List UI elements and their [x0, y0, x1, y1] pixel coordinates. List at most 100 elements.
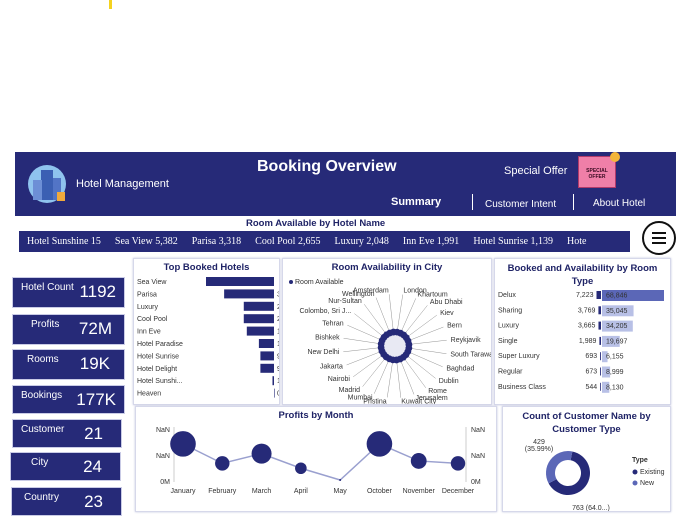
tab-customer-intent[interactable]: Customer Intent	[485, 199, 557, 210]
chart-title: Count of Customer Name by Customer Type	[522, 411, 651, 435]
spoke	[397, 294, 403, 331]
bar	[260, 363, 274, 373]
booked-value-label: 1,989	[579, 338, 597, 345]
spoke	[404, 305, 428, 334]
ticker-band: Hotel Sunshine 15 Sea View 5,382 Parisa …	[19, 231, 630, 252]
profit-point	[215, 456, 230, 471]
row-category-label: Delux	[498, 292, 516, 299]
kpi-value: 177K	[76, 390, 116, 409]
x-tick-label: March	[252, 488, 272, 495]
row-category-label: Business Class	[498, 384, 546, 391]
spoke	[410, 348, 447, 354]
kpi-value: 19K	[79, 354, 110, 373]
slice-label: 763 (64.0...)	[572, 505, 610, 511]
bar	[243, 314, 274, 324]
city-label: Nur-Sultan	[328, 298, 362, 305]
slice-label: 429	[533, 439, 545, 446]
bar	[246, 326, 274, 336]
available-bar	[602, 320, 633, 332]
customer-type-panel: Count of Customer Name by Customer Type …	[502, 406, 671, 512]
special-offer-label[interactable]: Special Offer	[504, 165, 568, 177]
booked-value-label: 673	[585, 369, 597, 376]
bar-category-label: Hotel Delight	[137, 366, 177, 373]
ticker-item: Inn Eve 1,991	[402, 236, 460, 247]
y-tick-label: 0M	[160, 479, 170, 486]
bar	[224, 289, 274, 299]
available-value-label: 8,130	[606, 384, 624, 391]
spoke	[354, 313, 383, 337]
bar-value-label: 0K	[277, 391, 279, 398]
brand-name: Hotel Management	[76, 178, 169, 190]
city-label: Bishkek	[315, 335, 340, 342]
city-label: Nairobi	[328, 376, 351, 383]
kpi-country: Country 23	[11, 487, 122, 516]
booked-bar	[600, 352, 601, 361]
nav-divider	[573, 194, 574, 210]
booked-value-label: 544	[586, 384, 598, 391]
spoke	[362, 358, 386, 387]
spoke	[343, 338, 380, 344]
top-booked-hotels-panel: Top Booked Hotels Sea View Parisa 33K Luxur…	[133, 258, 280, 405]
available-value-label: 35,045	[606, 308, 628, 315]
available-bar	[602, 381, 610, 393]
city-label: Rome	[428, 388, 447, 395]
kpi-label: Hotel Count	[21, 282, 74, 293]
spoke	[387, 361, 393, 398]
spoke	[363, 304, 386, 334]
spoke	[375, 297, 390, 332]
city-label: New Delhi	[307, 349, 339, 356]
tab-summary[interactable]: Summary	[391, 196, 442, 208]
legend-marker	[289, 280, 293, 284]
menu-icon[interactable]	[642, 221, 676, 255]
spoke	[410, 339, 447, 345]
kpi-value: 24	[83, 457, 102, 476]
available-bar	[602, 305, 634, 317]
kpi-profits: Profits 72M	[12, 314, 125, 345]
city-label: Pristina	[363, 398, 386, 404]
legend-label: Room Available	[295, 279, 344, 286]
available-value-label: 6,155	[606, 354, 624, 361]
city-label: Baghdad	[446, 365, 474, 372]
available-bar	[602, 290, 664, 301]
bar-category-label: Cool Pool	[137, 316, 168, 323]
chart-title: Booked and Availability by Room Type	[507, 263, 658, 287]
spoke	[400, 360, 415, 395]
bar-value-label: 18K	[277, 329, 279, 336]
city-label: Khartoum	[417, 292, 448, 299]
profit-point	[366, 431, 393, 457]
special-offer-badge-icon[interactable]: SPECIAL OFFER	[578, 152, 620, 188]
bar-value-label: 1K	[277, 378, 279, 385]
kpi-hotel-count: Hotel Count 1192	[12, 277, 125, 308]
city-label: Bern	[447, 323, 462, 330]
legend-marker	[632, 469, 638, 475]
available-value-label: 68,846	[606, 293, 628, 300]
bar	[206, 277, 274, 286]
header-bar: Hotel Management Booking Overview Specia…	[15, 152, 676, 216]
kpi-label: Customer	[21, 424, 65, 435]
bar-category-label: Heaven	[137, 391, 161, 398]
profit-point	[339, 479, 342, 481]
spoke	[388, 294, 394, 331]
kpi-label: City	[31, 457, 49, 468]
top-marker	[109, 0, 112, 9]
spoke	[347, 325, 381, 340]
page-title: Booking Overview	[257, 158, 397, 175]
booked-bar	[598, 306, 601, 315]
ticker-item: Parisa 3,318	[191, 236, 242, 247]
bar-category-label: Hotel Paradise	[137, 341, 183, 348]
available-value-label: 8,999	[606, 369, 624, 376]
row-category-label: Regular	[498, 369, 523, 376]
city-label: Dublin	[439, 378, 459, 385]
city-label: Kiev	[440, 310, 454, 317]
profit-point	[251, 443, 272, 464]
city-label: Madrid	[339, 387, 361, 394]
chart-title: Top Booked Hotels	[163, 262, 250, 273]
bar-value-label: 20K	[277, 316, 279, 323]
x-tick-label: April	[294, 488, 308, 495]
tab-about-hotel[interactable]: About Hotel	[593, 198, 646, 209]
kpi-label: Profits	[31, 319, 60, 330]
room-type-panel: Booked and Availability by Room Type Del…	[494, 258, 671, 405]
kpi-value: 23	[84, 492, 103, 511]
ticker-item: Hotel Sunshine 15	[27, 236, 101, 247]
